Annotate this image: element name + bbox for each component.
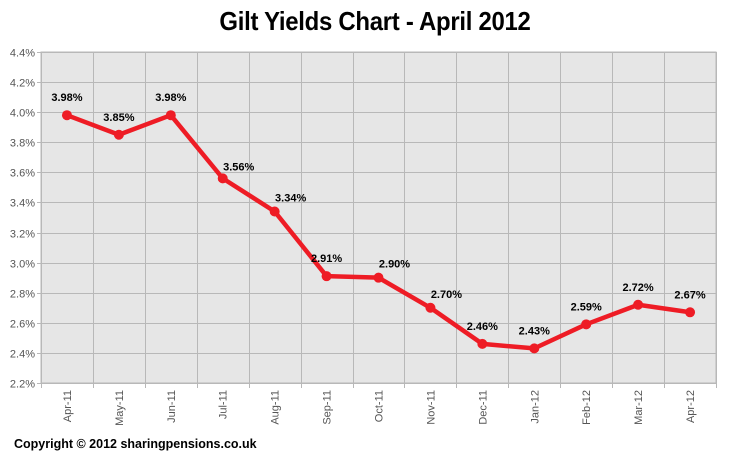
x-tick-label: Apr-12 [685, 390, 697, 423]
data-label: 2.67% [674, 289, 705, 301]
y-tick-label: 4.4% [10, 48, 35, 60]
data-point-marker [425, 302, 436, 313]
x-tick-label: Apr-11 [62, 390, 74, 422]
data-point-marker [269, 206, 280, 217]
y-tick-label: 2.6% [10, 319, 35, 331]
x-tick-label: Aug-11 [270, 390, 282, 425]
chart-title: Gilt Yields Chart - April 2012 [219, 6, 531, 36]
data-point-marker [321, 271, 332, 282]
y-tick-label: 3.8% [10, 138, 35, 150]
x-tick-label: Oct-11 [374, 390, 386, 422]
copyright-notice: Copyright © 2012 sharingpensions.co.uk [14, 437, 257, 451]
data-label: 3.34% [275, 192, 306, 204]
y-axis: 2.2% 2.4% 2.6% 2.8% 3.0% 3.2% 3.4% 3.6% 3.8% 4.0%… [10, 48, 35, 391]
x-tick-label: Nov-11 [425, 390, 437, 425]
y-tick-label: 3.4% [10, 198, 35, 210]
data-label: 2.59% [571, 301, 602, 313]
data-label: 3.56% [223, 161, 254, 173]
x-axis: Apr-11 May-11 Jun-11 Jul-11 Aug-11 Sep-11 Oct-… [62, 390, 697, 426]
data-point-marker [217, 173, 228, 184]
x-tick-label: May-11 [114, 390, 126, 426]
data-label: 3.98% [155, 92, 186, 104]
data-label: 3.85% [103, 112, 134, 124]
data-series [61, 110, 696, 354]
y-tick-label: 3.0% [10, 259, 35, 271]
y-tick-label: 4.0% [10, 108, 35, 120]
y-tick-label: 2.4% [10, 349, 35, 361]
data-point-marker [373, 272, 384, 283]
x-tick-label: Jan-12 [529, 390, 541, 424]
data-point-marker [529, 343, 540, 354]
data-label: 2.46% [467, 321, 498, 333]
data-label: 2.90% [379, 259, 410, 271]
data-labels: 3.98% 3.85% 3.98% 3.56% 3.34% 2.91% 2.90% 2.70%… [51, 92, 705, 337]
y-tick-label: 2.8% [10, 289, 35, 301]
y-tick-label: 3.6% [10, 168, 35, 180]
data-label: 2.72% [623, 282, 654, 294]
y-tick-label: 3.2% [10, 229, 35, 241]
data-point-marker [685, 307, 696, 318]
data-point-marker [113, 129, 124, 140]
data-label: 2.70% [431, 289, 462, 301]
gridlines [37, 52, 717, 388]
data-point-marker [165, 110, 176, 121]
data-point-marker [581, 319, 592, 330]
x-tick-label: Sep-11 [322, 390, 334, 425]
y-tick-label: 2.2% [10, 379, 35, 391]
x-tick-label: Feb-12 [581, 390, 593, 425]
data-label: 3.98% [51, 92, 82, 104]
data-point-marker [633, 299, 644, 310]
x-tick-label: Dec-11 [477, 390, 489, 425]
plot-area [40, 51, 717, 384]
x-tick-label: Jul-11 [218, 390, 230, 419]
data-point-marker [61, 110, 72, 121]
x-tick-label: Mar-12 [633, 390, 645, 425]
y-tick-label: 4.2% [10, 78, 35, 90]
data-label: 2.43% [519, 325, 550, 337]
data-label: 2.91% [311, 253, 342, 265]
data-point-marker [477, 338, 488, 349]
x-tick-label: Jun-11 [166, 390, 178, 423]
